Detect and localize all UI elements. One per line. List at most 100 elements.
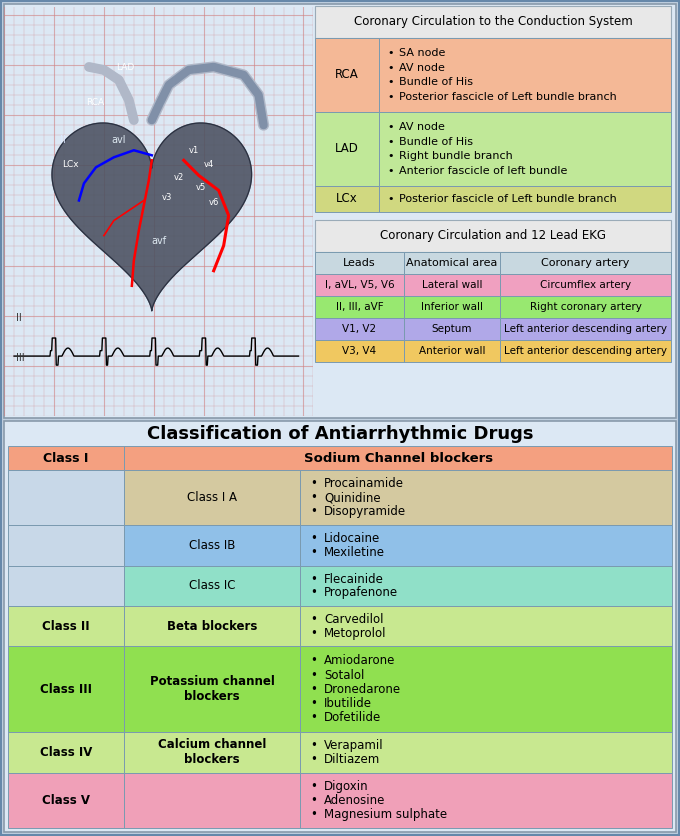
Bar bbox=[315, 340, 404, 362]
Bar bbox=[124, 470, 300, 526]
Text: •: • bbox=[310, 752, 317, 766]
Bar bbox=[4, 4, 676, 418]
Text: Circumflex artery: Circumflex artery bbox=[540, 280, 631, 290]
Text: Propafenone: Propafenone bbox=[324, 586, 398, 599]
Text: Carvedilol: Carvedilol bbox=[324, 613, 384, 626]
Bar bbox=[379, 38, 671, 112]
Text: •: • bbox=[310, 586, 317, 599]
Text: Lidocaine: Lidocaine bbox=[324, 533, 380, 545]
Text: •: • bbox=[310, 711, 317, 725]
Text: Sotalol: Sotalol bbox=[324, 669, 364, 681]
Bar bbox=[4, 421, 676, 832]
Text: •: • bbox=[387, 48, 394, 58]
Text: V3, V4: V3, V4 bbox=[343, 346, 377, 356]
Text: Amiodarone: Amiodarone bbox=[324, 655, 396, 667]
Text: V1, V2: V1, V2 bbox=[343, 324, 377, 334]
Text: •: • bbox=[310, 477, 317, 491]
Text: Left anterior descending artery: Left anterior descending artery bbox=[504, 346, 667, 356]
Text: •: • bbox=[310, 739, 317, 752]
Text: Magnesium sulphate: Magnesium sulphate bbox=[324, 808, 447, 821]
Text: •: • bbox=[387, 63, 394, 73]
Text: •: • bbox=[310, 626, 317, 640]
Text: Class IB: Class IB bbox=[189, 539, 235, 552]
Bar bbox=[500, 274, 671, 296]
Bar bbox=[315, 296, 404, 318]
Text: Procainamide: Procainamide bbox=[324, 477, 404, 491]
Bar bbox=[315, 318, 404, 340]
Text: Digoxin: Digoxin bbox=[324, 780, 369, 793]
Text: Left anterior descending artery: Left anterior descending artery bbox=[504, 324, 667, 334]
Text: Posterior fascicle of Left bundle branch: Posterior fascicle of Left bundle branch bbox=[399, 194, 617, 204]
Text: AV node: AV node bbox=[399, 63, 445, 73]
Text: RCA: RCA bbox=[86, 98, 104, 107]
Bar bbox=[300, 606, 672, 646]
Text: •: • bbox=[387, 136, 394, 146]
Bar bbox=[124, 566, 300, 606]
Text: •: • bbox=[310, 669, 317, 681]
Text: LAD: LAD bbox=[335, 142, 359, 155]
Text: II, III, aVF: II, III, aVF bbox=[336, 302, 384, 312]
Bar bbox=[315, 38, 379, 112]
Text: v5: v5 bbox=[196, 183, 206, 192]
Text: Classification of Antiarrhythmic Drugs: Classification of Antiarrhythmic Drugs bbox=[147, 425, 533, 443]
Text: •: • bbox=[310, 573, 317, 586]
Text: LAD: LAD bbox=[116, 63, 134, 72]
Bar bbox=[300, 772, 672, 828]
Bar bbox=[315, 252, 404, 274]
Text: Septum: Septum bbox=[432, 324, 473, 334]
Text: Calcium channel
blockers: Calcium channel blockers bbox=[158, 738, 267, 767]
Bar bbox=[404, 340, 500, 362]
Text: Posterior fascicle of Left bundle branch: Posterior fascicle of Left bundle branch bbox=[399, 92, 617, 102]
Bar bbox=[300, 732, 672, 772]
Text: v3: v3 bbox=[162, 193, 172, 202]
Text: Coronary Circulation to the Conduction System: Coronary Circulation to the Conduction S… bbox=[354, 16, 632, 28]
Bar bbox=[379, 186, 671, 212]
Text: •: • bbox=[310, 492, 317, 504]
Text: •: • bbox=[310, 793, 317, 807]
Text: Class I A: Class I A bbox=[187, 492, 237, 504]
Bar bbox=[315, 274, 404, 296]
Text: Leads: Leads bbox=[343, 258, 376, 268]
Text: Disopyramide: Disopyramide bbox=[324, 505, 406, 518]
Text: Anatomical area: Anatomical area bbox=[407, 258, 498, 268]
Bar bbox=[300, 646, 672, 732]
Text: Dronedarone: Dronedarone bbox=[324, 683, 401, 696]
Text: •: • bbox=[310, 505, 317, 518]
Bar bbox=[404, 274, 500, 296]
Bar bbox=[300, 526, 672, 566]
Bar bbox=[315, 186, 379, 212]
Text: •: • bbox=[310, 808, 317, 821]
Text: •: • bbox=[310, 683, 317, 696]
Bar bbox=[300, 566, 672, 606]
Text: v4: v4 bbox=[204, 161, 214, 170]
Text: Class III: Class III bbox=[40, 683, 92, 696]
Bar bbox=[500, 340, 671, 362]
Text: Bundle of His: Bundle of His bbox=[399, 136, 473, 146]
Text: LCx: LCx bbox=[336, 192, 358, 206]
Text: Diltiazem: Diltiazem bbox=[324, 752, 380, 766]
Text: Verapamil: Verapamil bbox=[324, 739, 384, 752]
Text: •: • bbox=[387, 166, 394, 176]
Text: Bundle of His: Bundle of His bbox=[399, 78, 473, 88]
Text: Coronary artery: Coronary artery bbox=[541, 258, 630, 268]
Text: •: • bbox=[387, 92, 394, 102]
Text: Beta blockers: Beta blockers bbox=[167, 619, 257, 633]
Text: Flecainide: Flecainide bbox=[324, 573, 384, 586]
Bar bbox=[500, 296, 671, 318]
Bar bbox=[315, 6, 671, 38]
Bar bbox=[315, 112, 379, 186]
Text: avl: avl bbox=[112, 135, 126, 145]
Text: III: III bbox=[16, 353, 24, 363]
Text: Right coronary artery: Right coronary artery bbox=[530, 302, 641, 312]
Text: Dofetilide: Dofetilide bbox=[324, 711, 381, 725]
Bar bbox=[124, 646, 300, 732]
Text: •: • bbox=[387, 78, 394, 88]
Text: v6: v6 bbox=[209, 198, 219, 207]
Text: •: • bbox=[310, 655, 317, 667]
Text: •: • bbox=[310, 697, 317, 710]
Bar bbox=[8, 446, 124, 470]
Text: •: • bbox=[310, 780, 317, 793]
Bar bbox=[404, 252, 500, 274]
Text: II: II bbox=[60, 135, 66, 145]
Bar bbox=[300, 470, 672, 526]
